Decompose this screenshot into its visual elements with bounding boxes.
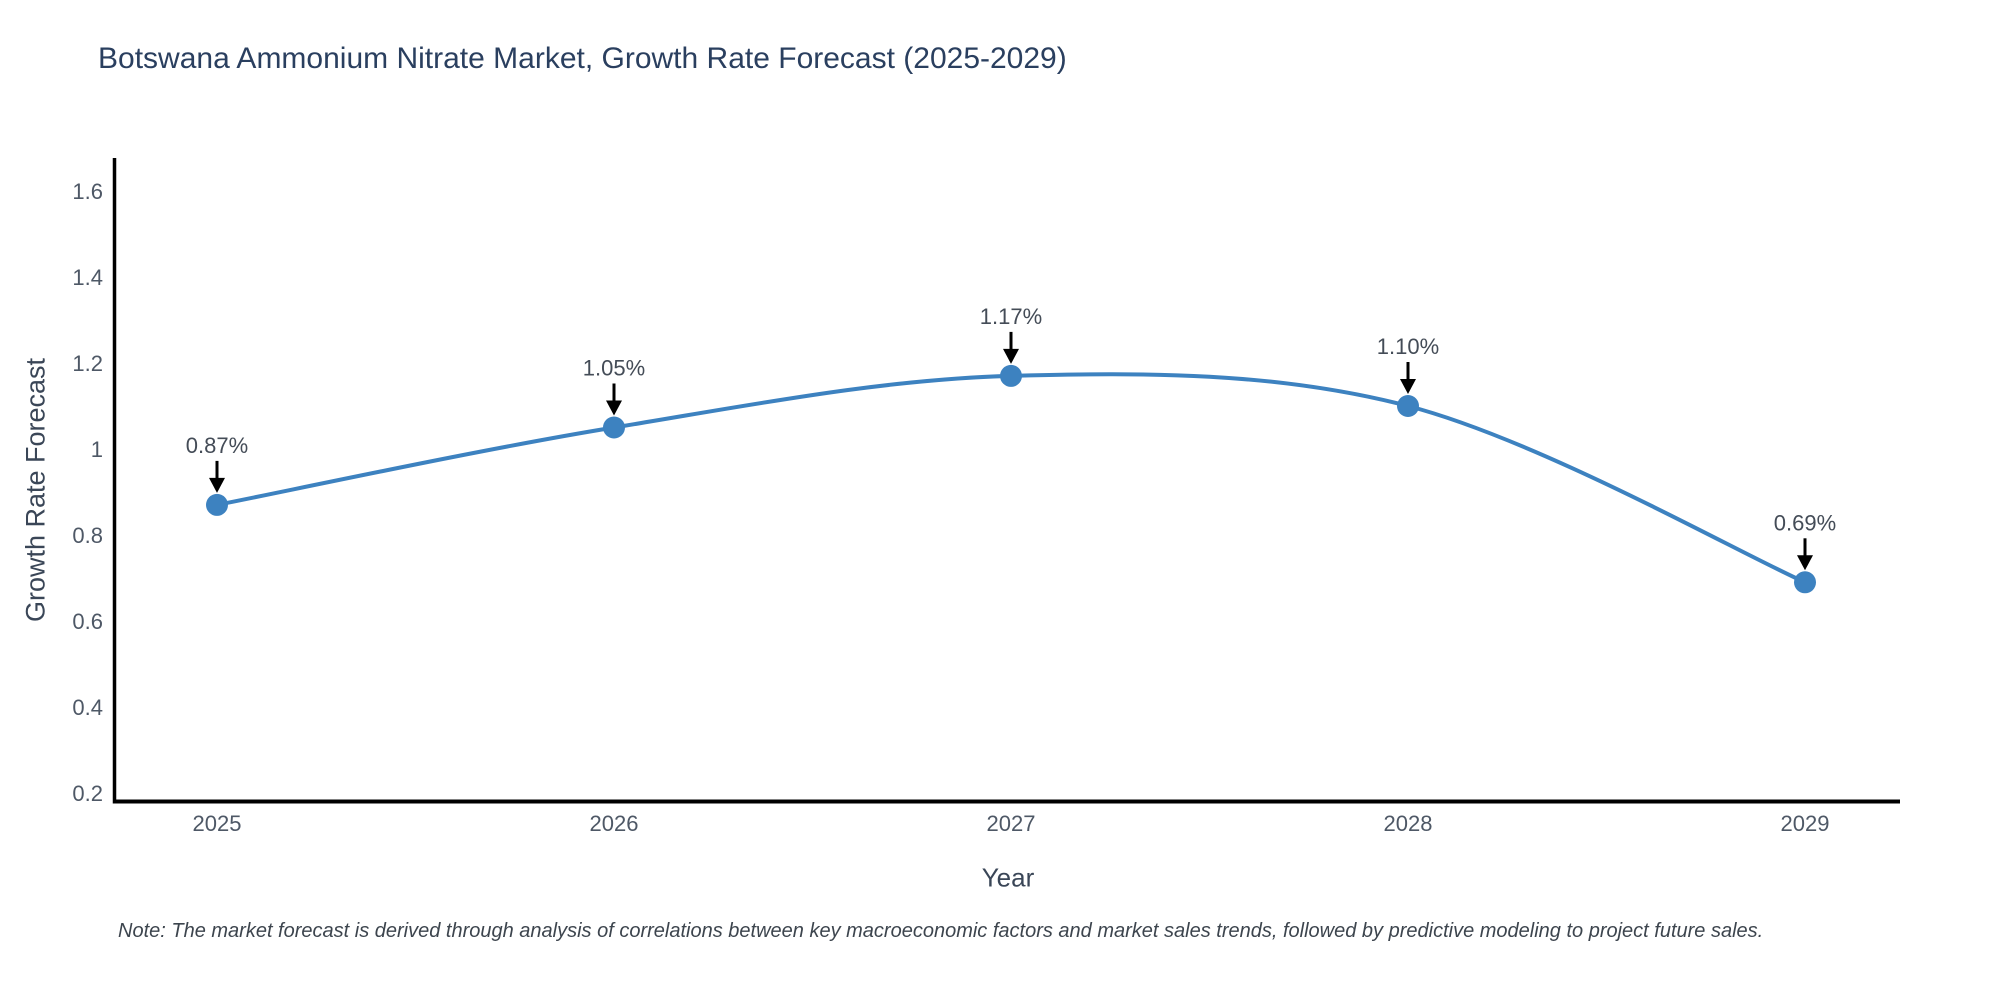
annotation-arrow-head [1003, 348, 1019, 364]
data-point-label: 0.87% [186, 433, 248, 458]
y-tick-label: 0.4 [72, 695, 103, 720]
data-point-label: 1.10% [1377, 334, 1439, 359]
data-point [1397, 395, 1419, 417]
footnote: Note: The market forecast is derived thr… [118, 920, 1764, 942]
y-tick-label: 0.6 [72, 609, 103, 634]
series-line [216, 372, 1806, 585]
x-tick-label: 2027 [987, 811, 1036, 836]
data-point [1794, 571, 1816, 594]
x-tick-label: 2026 [590, 811, 639, 836]
y-tick-label: 1.4 [72, 265, 103, 290]
y-tick-label: 1.6 [72, 179, 103, 204]
data-point [603, 416, 625, 439]
chart-title: Botswana Ammonium Nitrate Market, Growth… [98, 42, 1067, 75]
x-axis-title: Year [981, 862, 1035, 893]
y-tick-label: 1 [91, 437, 103, 462]
annotation-arrow-head [606, 400, 622, 416]
data-point [1000, 364, 1022, 387]
data-point [206, 493, 228, 516]
y-tick-label: 0.2 [72, 781, 103, 806]
data-point-label: 0.69% [1774, 510, 1836, 535]
x-tick-label: 2025 [193, 811, 242, 836]
data-point-label: 1.05% [583, 356, 645, 381]
data-point-label: 1.17% [980, 304, 1042, 329]
y-tick-label: 0.8 [72, 523, 103, 548]
x-tick-label: 2028 [1384, 811, 1433, 836]
x-tick-label: 2029 [1781, 811, 1830, 836]
annotation-arrow-head [1400, 379, 1416, 394]
annotation-arrow-head [1797, 555, 1813, 571]
annotation-arrow-head [209, 477, 225, 493]
y-tick-label: 1.2 [72, 351, 103, 376]
